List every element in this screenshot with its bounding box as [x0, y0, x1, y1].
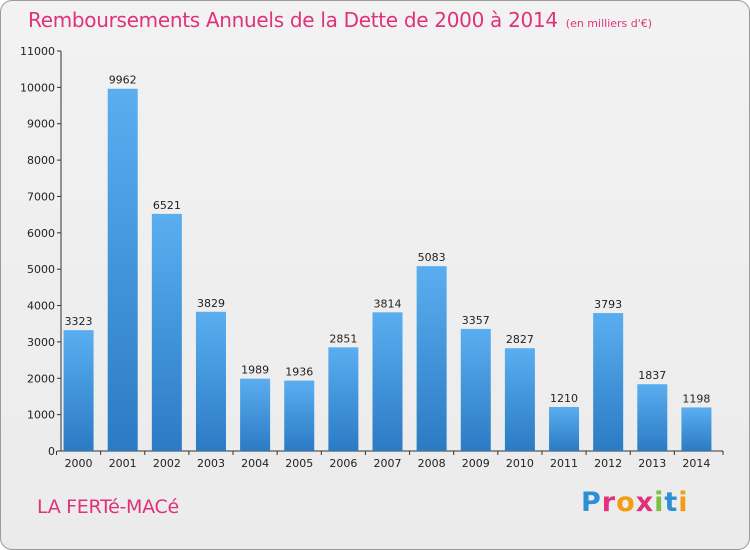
data-label-2001: 9962	[109, 74, 137, 87]
bar-2011[interactable]	[549, 407, 580, 451]
x-tick-label-2000: 2000	[65, 457, 93, 470]
x-tick-label-2010: 2010	[506, 457, 534, 470]
logo-letter: x	[635, 487, 655, 518]
proxiti-logo[interactable]: Proxiti	[581, 487, 689, 518]
data-label-2005: 1936	[285, 366, 313, 379]
bar-2008[interactable]	[416, 266, 447, 451]
x-tick-label-2012: 2012	[594, 457, 622, 470]
x-tick-label-2003: 2003	[197, 457, 225, 470]
y-tick-label: 6000	[27, 227, 55, 240]
x-tick-label-2014: 2014	[682, 457, 710, 470]
y-tick-label: 2000	[27, 372, 55, 385]
logo-letter: r	[601, 487, 617, 518]
y-tick-label: 0	[48, 445, 55, 458]
commune-name: LA FERTé-MACé	[37, 496, 179, 518]
logo-letter: o	[616, 487, 636, 518]
x-tick-label-2004: 2004	[241, 457, 269, 470]
data-label-2002: 6521	[153, 199, 181, 212]
data-label-2012: 3793	[594, 298, 622, 311]
data-label-2007: 3814	[374, 297, 402, 310]
y-tick-label: 5000	[27, 263, 55, 276]
x-tick-label-2006: 2006	[329, 457, 357, 470]
chart-axes: 0 1000 2000 3000 4000 5000 6000 7000 8000 9000 100…	[20, 45, 724, 458]
y-tick-label: 10000	[20, 81, 55, 94]
y-tick-label: 9000	[27, 118, 55, 131]
x-tick-label-2001: 2001	[109, 457, 137, 470]
data-label-2006: 2851	[329, 332, 357, 345]
chart-title-text: Remboursements Annuels de la Dette de 20…	[28, 8, 558, 32]
bar-2012[interactable]	[593, 313, 624, 451]
y-tick-label: 3000	[27, 336, 55, 349]
y-tick-label: 8000	[27, 154, 55, 167]
bar-2013[interactable]	[637, 384, 668, 451]
bar-2010[interactable]	[504, 348, 535, 451]
logo-letter: i	[678, 487, 689, 518]
bar-2003[interactable]	[195, 311, 226, 451]
bar-2014[interactable]	[681, 407, 712, 451]
data-label-2014: 1198	[682, 392, 710, 405]
data-label-2013: 1837	[638, 369, 666, 382]
x-tick-label-2011: 2011	[550, 457, 578, 470]
bar-2006[interactable]	[328, 347, 359, 451]
bar-2000[interactable]	[63, 330, 94, 451]
y-tick-label: 11000	[20, 45, 55, 58]
data-label-2008: 5083	[418, 251, 446, 264]
logo-letter: P	[581, 487, 602, 518]
chart-labels: 2000 3323 2001 9962 2002 6521 2003 3829 2004 1989…	[65, 74, 711, 470]
x-tick-label-2005: 2005	[285, 457, 313, 470]
data-label-2011: 1210	[550, 392, 578, 405]
bar-2007[interactable]	[372, 312, 403, 451]
data-label-2004: 1989	[241, 364, 269, 377]
chart-bars	[63, 88, 712, 451]
x-tick-label-2009: 2009	[462, 457, 490, 470]
data-label-2009: 3357	[462, 314, 490, 327]
bar-2001[interactable]	[107, 88, 138, 451]
data-label-2010: 2827	[506, 333, 534, 346]
chart-title: Remboursements Annuels de la Dette de 20…	[28, 8, 652, 32]
data-label-2000: 3323	[65, 315, 93, 328]
x-tick-label-2013: 2013	[638, 457, 666, 470]
x-tick-label-2007: 2007	[374, 457, 402, 470]
bar-2004[interactable]	[240, 378, 271, 451]
x-tick-label-2002: 2002	[153, 457, 181, 470]
x-tick-label-2008: 2008	[418, 457, 446, 470]
bar-2005[interactable]	[284, 380, 315, 451]
bar-2009[interactable]	[460, 328, 491, 451]
data-label-2003: 3829	[197, 297, 225, 310]
y-tick-label: 7000	[27, 190, 55, 203]
bar-2002[interactable]	[151, 213, 182, 451]
chart-unit: (en milliers d'€)	[565, 17, 653, 30]
logo-letter: t	[664, 487, 679, 518]
y-tick-label: 1000	[27, 409, 55, 422]
logo-letter: i	[654, 487, 665, 518]
y-tick-label: 4000	[27, 300, 55, 313]
